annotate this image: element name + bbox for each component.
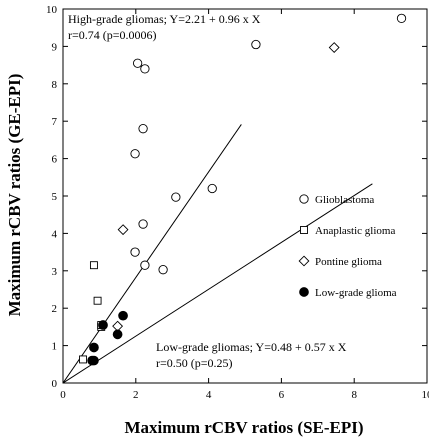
pontine-glioma-point: [328, 42, 340, 53]
glioblastoma-point: [140, 260, 150, 270]
y-tick-label: 8: [52, 79, 58, 91]
x-tick-label: 4: [206, 389, 212, 401]
y-tick-label: 4: [52, 228, 58, 240]
legend-marker-glioblastoma: [299, 194, 309, 204]
glioblastoma-point: [207, 183, 217, 194]
y-axis-ticks: 0 1 2 3 4 5 6 7 8 9 10: [46, 4, 427, 390]
low-grade-glioma-point: [112, 329, 123, 340]
y-tick-label: 1: [52, 341, 58, 353]
y-tick-label: 6: [52, 154, 58, 166]
y-tick-label: 0: [52, 378, 58, 390]
x-tick-label: 0: [60, 389, 66, 401]
legend: Glioblastoma Anaplastic glioma Pontine gli…: [298, 194, 397, 299]
y-tick-label: 5: [52, 191, 58, 203]
low-grade-glioma-point: [118, 310, 128, 321]
glioblastoma-point: [171, 192, 181, 202]
legend-label-glioblastoma: Glioblastoma: [315, 194, 374, 206]
glioblastoma-point: [138, 124, 148, 134]
x-tick-label: 2: [133, 389, 139, 401]
glioblastoma-point: [130, 247, 140, 257]
pontine-glioma-point: [112, 320, 124, 332]
glioblastoma-point: [396, 13, 407, 24]
x-axis-title: Maximum rCBV ratios (SE-EPI): [124, 418, 363, 437]
low-grade-glioma-point: [89, 342, 99, 353]
y-tick-label: 10: [46, 4, 58, 16]
y-tick-label: 2: [52, 303, 58, 315]
high-grade-equation: High-grade gliomas; Y=2.21 + 0.96 x X: [68, 12, 261, 26]
glioblastoma-point: [158, 265, 168, 275]
anaplastic-glioma-point: [89, 261, 98, 270]
x-tick-label: 8: [351, 389, 357, 401]
regression-lines: [62, 124, 373, 384]
legend-label-pontine-glioma: Pontine glioma: [315, 256, 382, 268]
anaplastic-glioma-point: [79, 355, 87, 364]
low-grade-glioma-point: [98, 320, 108, 330]
glioblastoma-point: [130, 149, 140, 159]
x-axis-ticks: 0 2 4 6 8 10: [60, 9, 429, 401]
y-tick-label: 3: [52, 266, 58, 278]
legend-label-anaplastic-glioma: Anaplastic glioma: [315, 225, 395, 237]
y-tick-label: 7: [52, 116, 58, 128]
legend-marker-anaplastic-glioma: [300, 226, 308, 234]
glioblastoma-point: [251, 39, 261, 50]
data-points: [79, 13, 407, 366]
glioblastoma-point: [132, 58, 143, 68]
y-axis-title: Maximum rCBV ratios (GE-EPI): [5, 74, 24, 317]
high-grade-correlation: r=0.74 (p=0.0006): [68, 28, 157, 42]
regression-line: [62, 124, 242, 384]
x-tick-label: 6: [279, 389, 285, 401]
legend-marker-low-grade-glioma: [299, 287, 309, 297]
legend-label-low-grade-glioma: Low-grade glioma: [315, 287, 397, 299]
pontine-glioma-point: [117, 224, 129, 236]
legend-marker-pontine-glioma: [298, 255, 310, 267]
low-grade-glioma-point: [87, 355, 97, 366]
glioblastoma-point: [140, 64, 150, 74]
glioblastoma-point: [138, 219, 148, 229]
anaplastic-glioma-point: [93, 296, 102, 305]
low-grade-equation: Low-grade gliomas; Y=0.48 + 0.57 x X: [156, 340, 347, 354]
low-grade-correlation: r=0.50 (p=0.25): [156, 356, 233, 370]
regression-line: [62, 183, 373, 384]
y-tick-label: 9: [52, 41, 58, 53]
x-tick-label: 10: [422, 389, 429, 401]
